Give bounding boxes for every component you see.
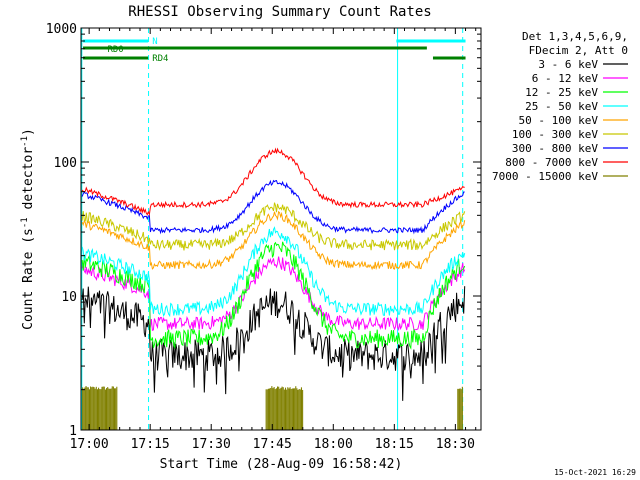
legend-header-line2: FDecim 2, Att 0: [529, 44, 628, 57]
legend-label: 7000 - 15000 keV: [492, 170, 598, 183]
y-tick-label: 1000: [46, 22, 77, 37]
chart-title: RHESSI Observing Summary Count Rates: [128, 4, 431, 20]
y-axis-label-sup1: -1: [20, 217, 30, 228]
footer-date: 15-Oct-2021 16:29: [554, 468, 636, 477]
series-line-6-12kev: [81, 256, 466, 332]
x-tick-label: 17:00: [70, 437, 109, 452]
y-tick-label: 100: [54, 156, 77, 171]
x-tick-label: 18:15: [375, 437, 414, 452]
flag-label-rd0: RD0: [107, 45, 123, 55]
series-line-25-50kev: [81, 226, 466, 318]
series-line-12-25kev: [81, 241, 466, 350]
legend-label: 6 - 12 keV: [532, 72, 599, 85]
x-tick-label: 17:30: [192, 437, 231, 452]
y-axis-label-end: ): [21, 128, 36, 136]
plot-frame: [80, 27, 482, 431]
series-line-50-100kev: [81, 210, 466, 271]
y-tick-label: 1: [69, 424, 77, 439]
legend-label: 3 - 6 keV: [538, 58, 598, 71]
series-line-800-7000kev: [81, 147, 465, 217]
flag-label-n: N: [152, 37, 157, 47]
y-tick-label: 10: [61, 290, 77, 305]
x-axis-label: Start Time (28-Aug-09 16:58:42): [160, 457, 403, 472]
series-line-300-800kev: [81, 179, 465, 235]
flag-label-rd4: RD4: [152, 54, 168, 64]
x-tick-label: 18:00: [314, 437, 353, 452]
legend: Det 1,3,4,5,6,9, FDecim 2, Att 0 3 - 6 k…: [492, 30, 628, 183]
series-line-3-6kev: [81, 286, 466, 401]
y-axis-label: Count Rate (s-1 detector-1): [20, 128, 36, 330]
y-axis-label-sup2: -1: [20, 136, 30, 147]
y-axis: 1 10 100 1000: [46, 22, 481, 439]
x-tick-label: 18:30: [436, 437, 475, 452]
legend-label: 300 - 800 keV: [512, 142, 598, 155]
legend-label: 50 - 100 keV: [519, 114, 599, 127]
legend-label: 25 - 50 keV: [525, 100, 598, 113]
legend-header-line1: Det 1,3,4,5,6,9,: [522, 30, 628, 43]
plot-area: N RD0 RD4: [81, 28, 466, 430]
y-axis-label-mid: detector: [21, 147, 36, 218]
x-tick-label: 17:15: [131, 437, 170, 452]
y-axis-label-main: Count Rate (s: [21, 228, 36, 330]
legend-label: 12 - 25 keV: [525, 86, 598, 99]
x-axis: 17:00 17:15 17:30 17:45 18:00 18:15 18:30: [70, 28, 477, 452]
x-tick-label: 17:45: [253, 437, 292, 452]
series-line-100-300kev: [81, 202, 466, 251]
legend-label: 800 - 7000 keV: [505, 156, 598, 169]
legend-label: 100 - 300 keV: [512, 128, 598, 141]
